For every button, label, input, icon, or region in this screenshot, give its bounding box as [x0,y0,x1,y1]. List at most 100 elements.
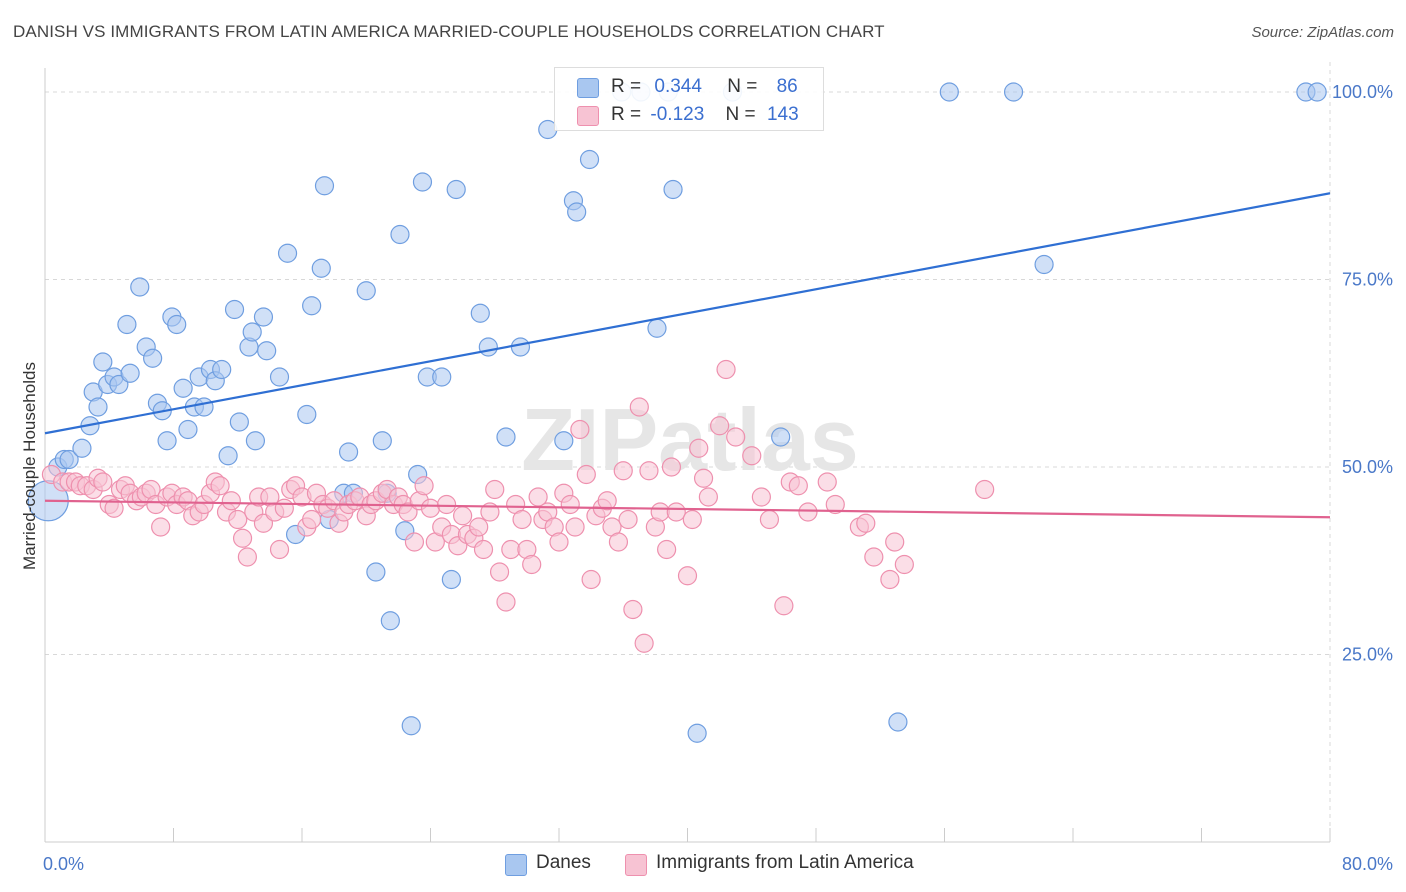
dane-point [88,397,108,417]
latam-point [420,498,441,518]
dane-point [510,337,531,357]
dane-point [771,427,791,447]
latam-point [104,498,124,518]
dane-point [663,179,683,200]
dane-point [297,404,317,425]
latam-point [657,539,677,560]
correlation-legend: R = 0.344 N = 86 R = -0.123 N = 143 [554,67,824,131]
latam-point [232,528,253,548]
dane-point [194,397,214,417]
latam-point [576,464,596,485]
latam-point [629,397,649,417]
trend-lines [44,192,1331,519]
dane-point [939,82,959,102]
latam-point [597,491,617,511]
latam-point [549,532,569,552]
dane-point [338,442,359,462]
latam-swatch [577,106,599,126]
latam-n-label: N = [725,104,756,125]
dane-point [366,562,386,582]
latam-point [661,457,682,477]
dane-point [314,176,335,196]
y-axis-label: Married-couple Households [20,362,39,570]
dane-point [167,314,187,335]
latam-point [473,539,494,560]
latam-n-value: 143 [766,104,799,125]
latam-point [693,468,714,488]
series-legend: Danes Immigrants from Latin America [0,852,1406,878]
x-tick-label: 80.0% [1342,854,1393,874]
latam-point [710,416,730,436]
dane-point [173,378,193,398]
dane-point [257,341,277,361]
latam-point [469,517,489,537]
y-tick-label: 75.0% [1342,270,1393,290]
danes-r-value: 0.344 [654,76,702,97]
latam-point [302,509,322,530]
latam-point [237,547,257,567]
dane-point [441,569,461,590]
latam-point [565,517,585,537]
latam-r-value: -0.123 [650,104,705,125]
latam-point [93,472,113,492]
dane-point [242,322,262,342]
latam-point [560,494,580,515]
dane-point [432,367,452,387]
chart-source: Source: ZipAtlas.com [1251,24,1394,41]
latam-trend-line [44,499,1331,519]
dane-point [93,352,113,372]
dane-point [157,431,177,451]
latam-point [716,359,736,380]
latam-point [650,502,670,522]
latam-point [885,532,905,552]
dane-point [117,314,137,335]
dane-point [229,412,249,432]
axes [44,68,1331,843]
dane-point [277,243,298,263]
dane-point [470,303,490,323]
latam-point [666,502,686,522]
latam-point [210,476,230,496]
latam-point [774,596,794,616]
tick-labels: 25.0% 50.0% 75.0% 100.0% 0.0% 80.0% [43,82,1393,874]
danes-n-value: 86 [776,76,798,97]
y-tick-label: 50.0% [1342,457,1393,477]
dane-point [245,431,266,451]
latam-point [522,554,542,575]
latam-point [856,513,876,533]
dane-point [446,179,466,200]
dane-point [478,337,498,357]
legend-danes-swatch [505,854,527,876]
latam-point [436,494,457,515]
y-tick-label: 100.0% [1332,82,1393,102]
dane-point [647,318,667,338]
x-tick-label: 0.0% [43,854,84,874]
latam-point [613,461,633,481]
latam-point [825,494,845,515]
dane-point [380,611,400,631]
latam-point [698,487,718,507]
latam-point [975,479,995,500]
dane-point [554,431,574,451]
latam-point [151,517,171,537]
latam-point [228,509,248,530]
latam-point [864,547,884,567]
latam-point [221,491,241,511]
dane-point [218,446,238,466]
dane-point [212,359,232,380]
latam-point [623,599,643,620]
latam-point [894,554,914,575]
latam-point [618,509,638,530]
dane-point [412,172,433,192]
latam-point [798,502,818,522]
latam-point [453,506,473,526]
dane-point [687,723,707,743]
latam-point [880,569,900,590]
latam-points [41,359,995,653]
dane-point [130,277,150,297]
latam-point [751,487,771,507]
latam-point [608,532,629,552]
dane-point [72,438,92,458]
latam-point [639,461,659,481]
